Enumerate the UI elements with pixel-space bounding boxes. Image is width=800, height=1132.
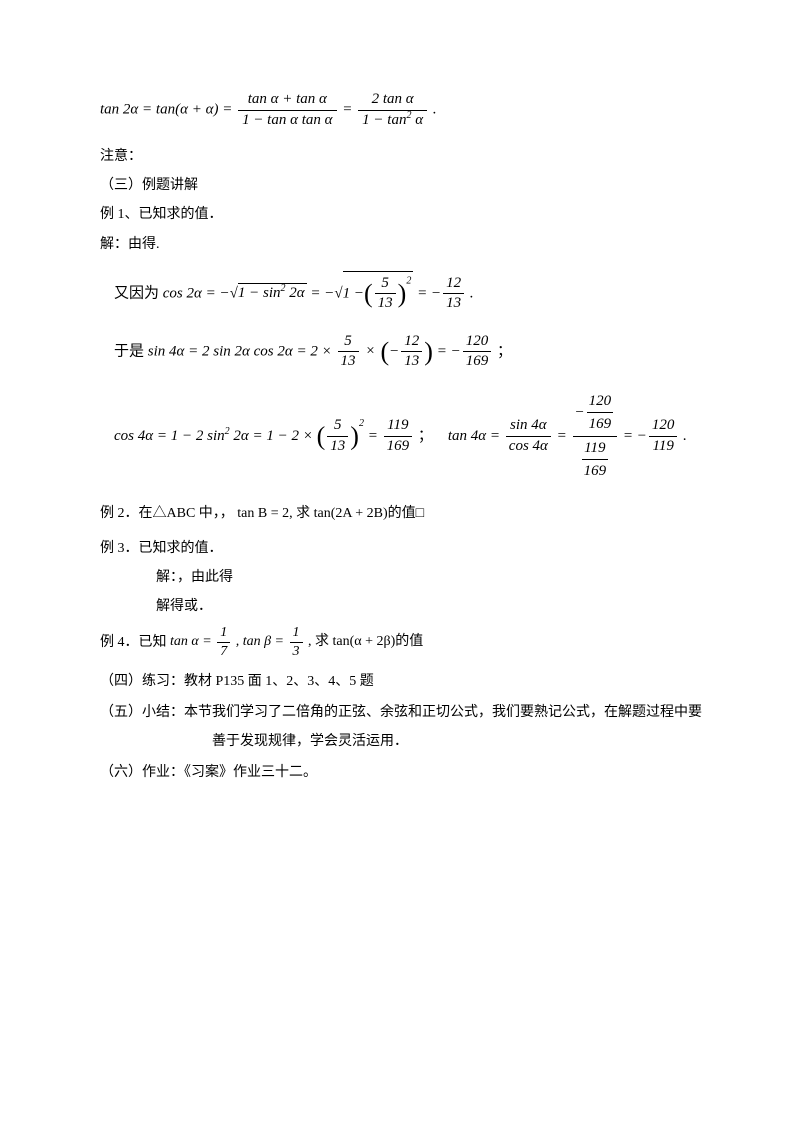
formula-sin4a: 于是 sin 4α = 2 sin 2α cos 2α = 2 × 513 × … [114, 332, 710, 372]
section-3: （三）例题讲解 [100, 173, 710, 198]
frac-mid: tan α + tan α 1 − tan α tan α [238, 90, 336, 130]
example-2: 例 2．在△ABC 中，， tan B = 2, 求 tan(2A + 2B)的… [100, 501, 710, 526]
section-5b: 善于发现规律，学会灵活运用． [100, 729, 710, 754]
formula-tan2a: tan 2α = tan(α + α) = tan α + tan α 1 − … [100, 90, 710, 130]
example-3: 例 3．已知求的值． [100, 536, 710, 561]
section-4: （四）练习：教材 P135 面 1、2、3、4、5 题 [100, 669, 710, 694]
note-label: 注意： [100, 144, 710, 169]
f-top-lhs: tan 2α = tan(α + α) = [100, 101, 232, 117]
example-1: 例 1、已知求的值． [100, 202, 710, 227]
page-root: tan 2α = tan(α + α) = tan α + tan α 1 − … [0, 0, 800, 850]
section-5a: （五）小结：本节我们学习了二倍角的正弦、余弦和正切公式，我们要熟记公式，在解题过… [100, 700, 710, 725]
section-6: （六）作业：《习案》作业三十二。 [100, 760, 710, 785]
formula-cos4a-tan4a: cos 4α = 1 − 2 sin2 2α = 1 − 2 × (513)2 … [114, 390, 710, 483]
example-3-sol2: 解得或． [100, 594, 710, 619]
example-3-sol1: 解：，由此得 [100, 565, 710, 590]
solution-1: 解：由得. [100, 232, 710, 257]
formula-cos2a: 又因为 cos 2α = −√1 − sin2 2α = −√1 −(513)2… [114, 271, 710, 314]
frac-rhs: 2 tan α 1 − tan2 α [358, 90, 427, 130]
example-4: 例 4．已知 tan α = 17 , tan β = 13 , 求 tan(α… [100, 624, 710, 661]
